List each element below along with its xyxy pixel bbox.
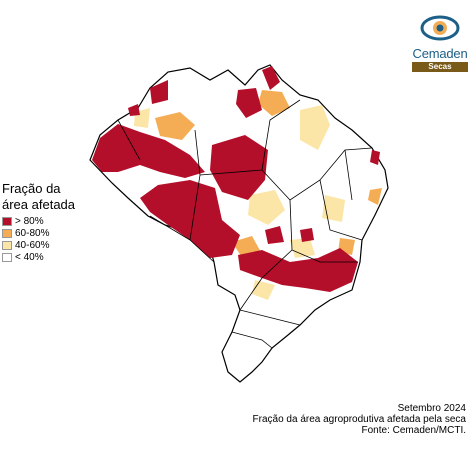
legend-label: 40-60% (15, 239, 50, 251)
legend-label: 60-80% (15, 227, 50, 239)
cemaden-logo-icon (420, 15, 460, 41)
legend-item: > 80% (2, 215, 98, 227)
legend-swatch (2, 252, 12, 262)
legend-item: 40-60% (2, 239, 98, 251)
cemaden-logo: Cemaden Secas (410, 14, 470, 72)
logo-tag: Secas (412, 62, 468, 72)
legend-swatch (2, 228, 12, 238)
legend: Fração da área afetada > 80% 60-80% 40-60%… (2, 181, 98, 263)
footer-caption: Fração da área agroprodutiva afetada pel… (252, 414, 466, 425)
legend-item: < 40% (2, 251, 98, 263)
legend-title-line1: Fração da (2, 181, 61, 196)
footer: Setembro 2024 Fração da área agroproduti… (253, 403, 466, 436)
legend-label: < 40% (15, 251, 44, 263)
legend-swatch (2, 240, 12, 250)
legend-label: > 80% (15, 215, 44, 227)
logo-name: Cemaden (412, 46, 468, 61)
legend-swatch (2, 216, 12, 226)
legend-title-line2: área afetada (2, 197, 76, 212)
footer-source: Fonte: Cemaden/MCTI. (361, 425, 466, 436)
footer-date: Setembro 2024 (397, 403, 466, 414)
state-borders (117, 99, 373, 349)
legend-items: > 80% 60-80% 40-60% < 40% (2, 215, 98, 263)
legend-item: 60-80% (2, 227, 98, 239)
severe-patches (92, 66, 380, 292)
